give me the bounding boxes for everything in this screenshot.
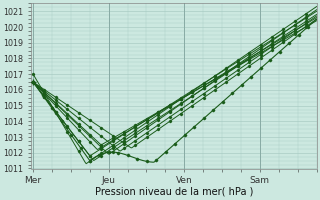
X-axis label: Pression niveau de la mer( hPa ): Pression niveau de la mer( hPa ) <box>95 187 253 197</box>
